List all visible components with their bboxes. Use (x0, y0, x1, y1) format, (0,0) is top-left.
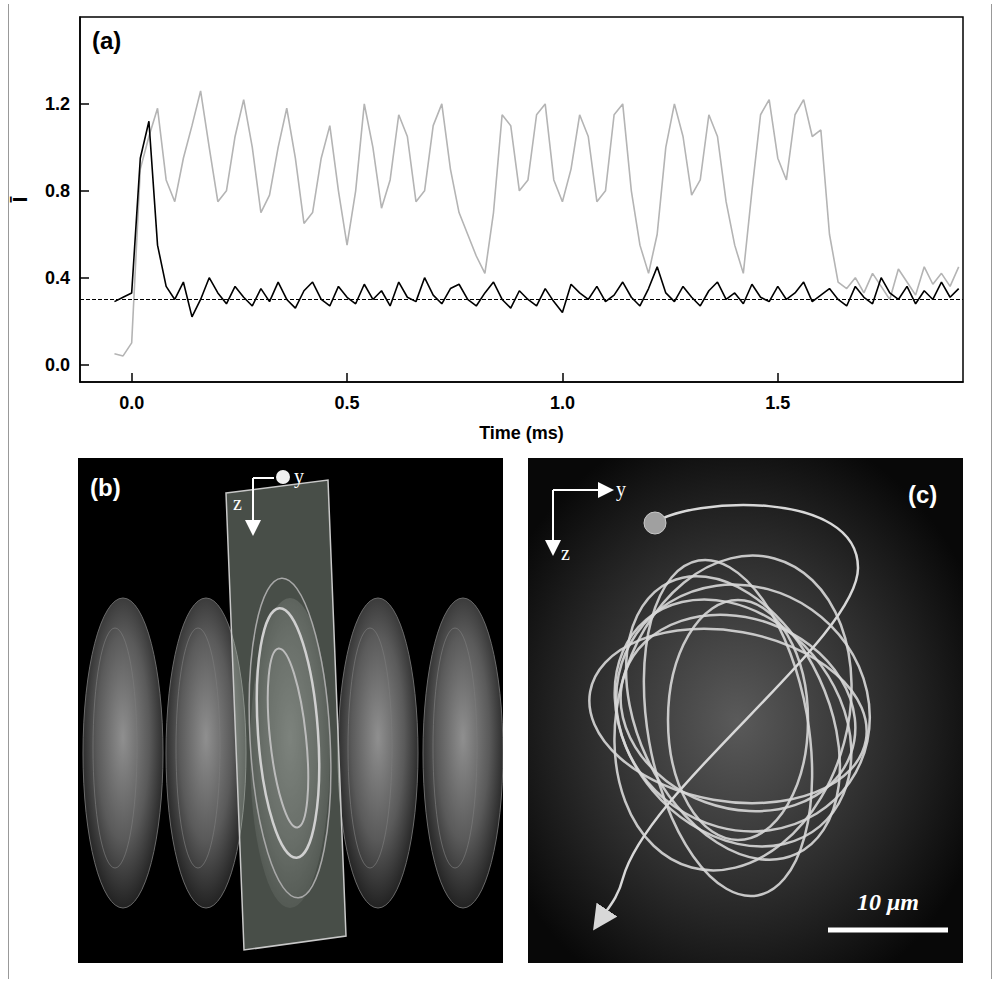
svg-text:0.0: 0.0 (45, 355, 70, 375)
svg-text:(b): (b) (90, 474, 121, 501)
svg-text:0.0: 0.0 (119, 393, 144, 413)
svg-text:z: z (233, 492, 242, 514)
svg-text:1.2: 1.2 (45, 94, 70, 114)
svg-text:0.4: 0.4 (45, 268, 70, 288)
svg-text:Time (ms): Time (ms) (479, 423, 564, 443)
svg-text:1.0: 1.0 (550, 393, 575, 413)
svg-text:10 μm: 10 μm (857, 889, 919, 915)
svg-text:0.8: 0.8 (45, 181, 70, 201)
svg-text:0.5: 0.5 (335, 393, 360, 413)
svg-text:(a): (a) (92, 27, 121, 54)
svg-text:y: y (294, 465, 304, 488)
svg-text:1.5: 1.5 (765, 393, 790, 413)
svg-text:y: y (616, 478, 626, 501)
svg-text:Ī: Ī (9, 196, 31, 203)
svg-text:z: z (561, 542, 570, 564)
svg-text:(c): (c) (908, 481, 937, 508)
